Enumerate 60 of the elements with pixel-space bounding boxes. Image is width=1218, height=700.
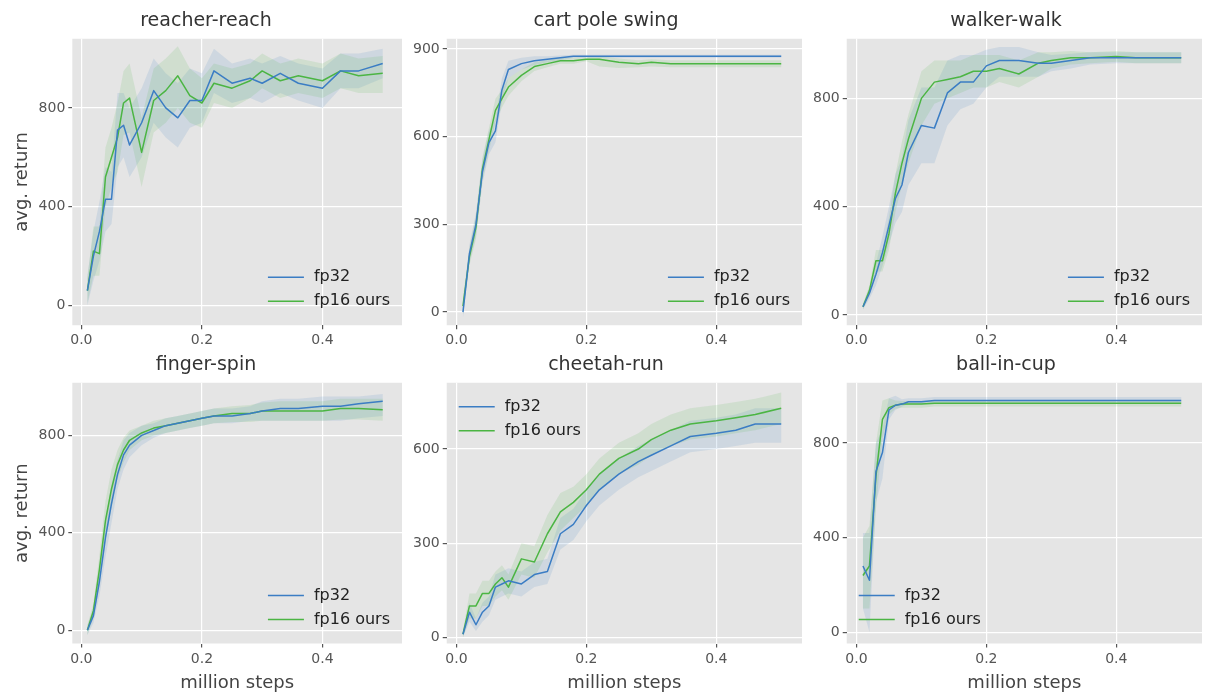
y-tick-label: 900 [412, 39, 440, 56]
chart-title: cart pole swing [533, 8, 679, 31]
y-tick-label: 800 [812, 433, 840, 450]
y-axis-title: avg. return [10, 463, 32, 563]
x-tick-label: 0.2 [190, 649, 214, 666]
y-tick-label: 0 [430, 302, 440, 319]
y-tick-label: 400 [812, 197, 840, 214]
chart-title: cheetah-run [548, 352, 664, 375]
y-tick-label: 400 [38, 523, 66, 540]
x-axis-title: million steps [567, 670, 682, 692]
legend-label: fp16 ours [904, 608, 981, 628]
y-tick-label: 600 [412, 127, 440, 144]
y-tick-label: 800 [38, 98, 66, 115]
y-tick-label: 0 [56, 296, 66, 313]
y-tick-label: 300 [412, 215, 440, 232]
legend-label: fp32 [313, 266, 351, 286]
x-tick-label: 0.0 [845, 649, 868, 666]
x-tick-label: 0.2 [190, 331, 214, 348]
x-tick-label: 0.2 [575, 649, 598, 666]
legend-label: fp32 [1113, 266, 1151, 286]
y-tick-label: 0 [56, 620, 66, 637]
x-tick-label: 0.0 [845, 331, 868, 348]
x-tick-label: 0.4 [1105, 331, 1128, 348]
x-tick-label: 0.2 [975, 331, 998, 348]
x-axis-title: million steps [967, 670, 1082, 692]
x-tick-label: 0.4 [1105, 649, 1128, 666]
y-tick-label: 600 [412, 439, 440, 456]
legend-label: fp32 [713, 266, 751, 286]
x-tick-label: 0.4 [705, 649, 728, 666]
x-axis-title: million steps [180, 670, 295, 692]
y-axis-title: avg. return [10, 132, 32, 232]
y-tick-label: 300 [412, 533, 440, 550]
x-tick-label: 0.2 [575, 331, 598, 348]
chart-title: ball-in-cup [956, 352, 1056, 375]
legend-label: fp16 ours [313, 608, 390, 628]
y-tick-label: 400 [38, 197, 66, 214]
y-tick-label: 800 [38, 426, 66, 443]
legend-label: fp32 [904, 584, 941, 604]
y-tick-label: 800 [812, 88, 840, 105]
legend-label: fp16 ours [504, 419, 581, 439]
legend-label: fp16 ours [313, 290, 390, 310]
x-tick-label: 0.2 [975, 649, 998, 666]
x-tick-label: 0.4 [705, 331, 728, 348]
x-tick-label: 0.0 [70, 649, 93, 666]
legend-label: fp32 [504, 395, 541, 415]
legend-label: fp16 ours [713, 290, 790, 310]
chart-title: finger-spin [155, 352, 257, 375]
x-tick-label: 0.4 [311, 649, 334, 666]
legend-label: fp32 [313, 584, 351, 604]
y-tick-label: 400 [812, 528, 840, 545]
y-tick-label: 0 [430, 627, 440, 644]
x-tick-label: 0.4 [311, 331, 334, 348]
chart-title: reacher-reach [140, 8, 272, 31]
x-tick-label: 0.0 [70, 331, 93, 348]
y-tick-label: 0 [830, 305, 840, 322]
legend-label: fp16 ours [1113, 290, 1190, 310]
chart-title: walker-walk [950, 8, 1062, 31]
x-tick-label: 0.0 [445, 649, 468, 666]
x-tick-label: 0.0 [445, 331, 468, 348]
y-tick-label: 0 [830, 622, 840, 639]
